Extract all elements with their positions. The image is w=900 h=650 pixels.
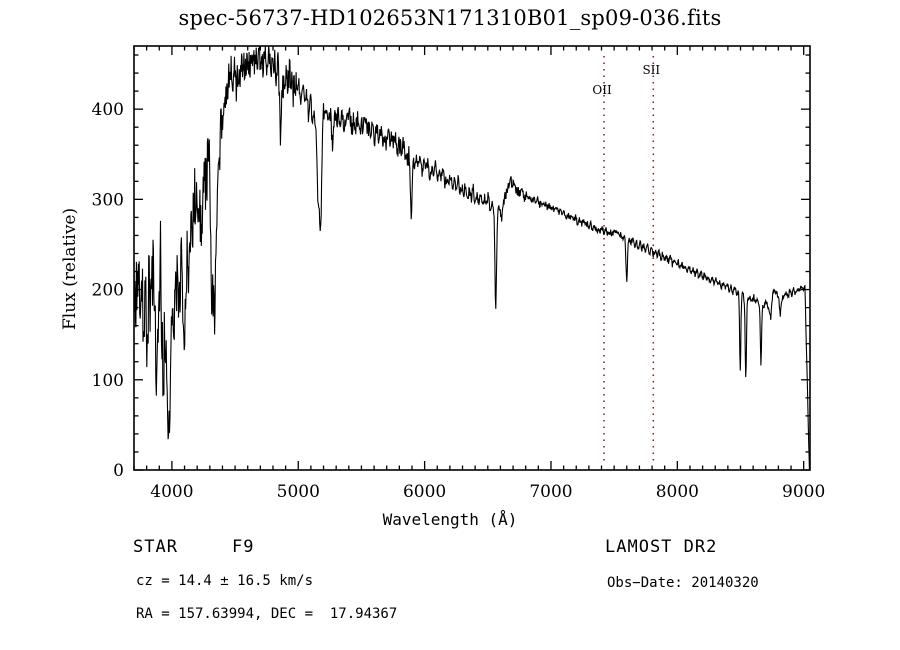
footer-cz: cz = 14.4 ± 16.5 km/s [136,573,314,589]
y-tick-label: 100 [92,371,124,391]
footer-spectral-class: F9 [232,537,255,557]
y-tick-label: 0 [113,461,124,481]
x-tick-label: 4000 [150,482,193,502]
page-title: spec-56737-HD102653N171310B01_sp09-036.f… [178,6,722,30]
y-axis-label: Flux (relative) [60,207,80,330]
footer-survey: LAMOST DR2 [605,537,718,557]
tick-labels: 4000 5000 6000 7000 8000 9000 0 100 200 300 400 [92,100,826,502]
spectrum-line [134,46,810,470]
y-tick-label: 400 [92,100,124,120]
plot-frame [133,45,811,471]
x-tick-label: 8000 [656,482,699,502]
y-tick-label: 300 [92,190,124,210]
footer-obs-date: Obs−Date: 20140320 [607,575,759,591]
emission-line-label: OII [592,83,612,97]
footer-coords: RA = 157.63994, DEC = 17.94367 [136,606,398,622]
axis-ticks [133,46,810,471]
x-tick-label: 5000 [277,482,320,502]
x-tick-label: 9000 [782,482,825,502]
y-tick-label: 200 [92,281,124,301]
emission-line-label: SII [642,63,660,77]
x-tick-label: 7000 [529,482,572,502]
footer-object-type: STAR [133,537,178,557]
x-axis-label: Wavelength (Å) [382,510,518,529]
x-tick-label: 6000 [403,482,446,502]
